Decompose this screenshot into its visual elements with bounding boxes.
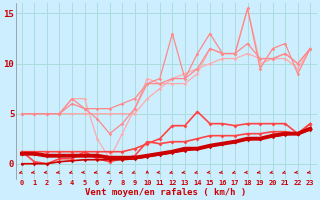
X-axis label: Vent moyen/en rafales ( km/h ): Vent moyen/en rafales ( km/h )	[85, 188, 247, 197]
